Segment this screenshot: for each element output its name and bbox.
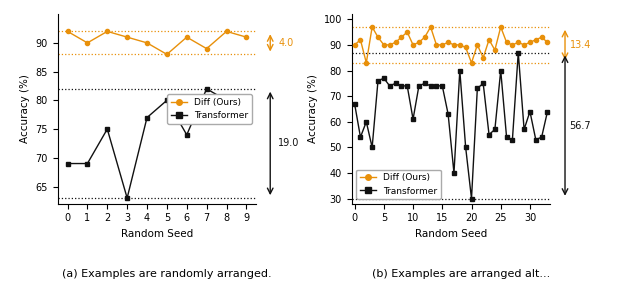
Y-axis label: Accuracy (%): Accuracy (%) bbox=[308, 74, 318, 143]
Text: (a) Examples are randomly arranged.: (a) Examples are randomly arranged. bbox=[61, 269, 271, 279]
Text: 56.7: 56.7 bbox=[570, 121, 591, 131]
Text: 13.4: 13.4 bbox=[570, 40, 591, 50]
Legend: Diff (Ours), Transformer: Diff (Ours), Transformer bbox=[356, 170, 441, 199]
X-axis label: Random Seed: Random Seed bbox=[415, 229, 487, 239]
Text: (b) Examples are arranged alt...: (b) Examples are arranged alt... bbox=[372, 269, 550, 279]
X-axis label: Random Seed: Random Seed bbox=[121, 229, 193, 239]
Text: 19.0: 19.0 bbox=[278, 138, 300, 148]
Legend: Diff (Ours), Transformer: Diff (Ours), Transformer bbox=[167, 94, 252, 124]
Text: 4.0: 4.0 bbox=[278, 38, 293, 48]
Y-axis label: Accuracy (%): Accuracy (%) bbox=[20, 74, 30, 143]
